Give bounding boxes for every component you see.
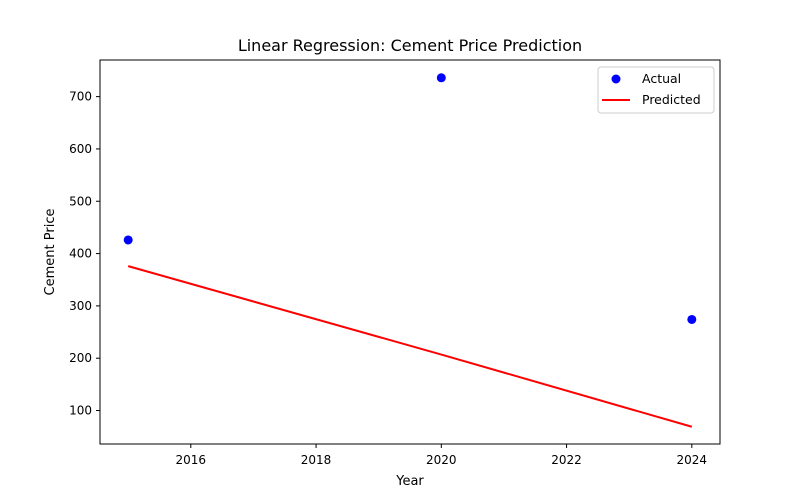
y-tick-label: 200 [69,351,92,365]
y-tick-label: 400 [69,247,92,261]
plot-area [123,73,697,428]
x-tick-label: 2018 [301,453,332,467]
predicted-line [127,265,693,428]
x-axis: 2016 2018 2020 2022 2024 [176,444,708,467]
actual-point [687,314,697,324]
y-tick-label: 300 [69,299,92,313]
y-axis: 100 200 300 400 500 600 700 [69,90,100,418]
legend-label: Predicted [642,92,701,107]
axes-frame [99,59,721,445]
y-tick-label: 100 [69,404,92,418]
x-tick-label: 2022 [551,453,582,467]
actual-point [436,73,446,83]
chart-title: Linear Regression: Cement Price Predicti… [238,36,582,55]
x-tick-label: 2016 [176,453,207,467]
y-tick-label: 600 [69,142,92,156]
x-tick-label: 2020 [426,453,457,467]
legend: Actual Predicted [597,66,715,114]
y-tick-label: 700 [69,90,92,104]
legend-box [597,66,715,114]
legend-marker-actual [611,74,621,84]
y-axis-label: Cement Price [43,209,58,296]
legend-label: Actual [642,71,681,86]
x-tick-label: 2024 [677,453,708,467]
x-axis-label: Year [395,474,424,489]
actual-point [123,235,133,245]
y-tick-label: 500 [69,194,92,208]
